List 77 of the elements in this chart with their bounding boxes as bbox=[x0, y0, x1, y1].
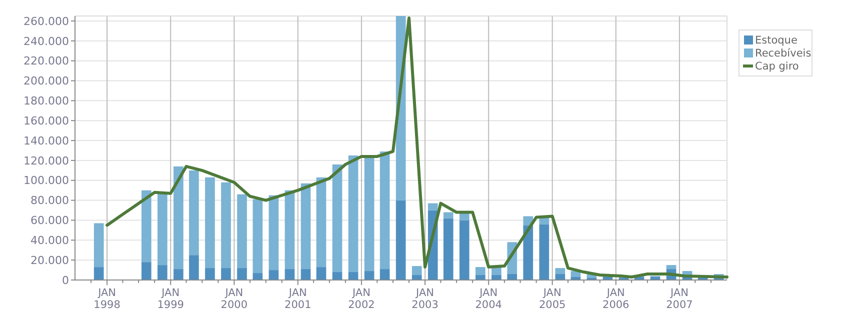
bar bbox=[94, 267, 104, 280]
bar bbox=[205, 177, 215, 268]
bar bbox=[221, 268, 231, 280]
bar bbox=[380, 151, 390, 270]
x-tick-label: JAN 2005 bbox=[538, 287, 566, 311]
bar bbox=[476, 275, 486, 280]
y-tick-label: 220.000 bbox=[24, 54, 69, 68]
bar bbox=[316, 177, 326, 268]
legend-label: Cap giro bbox=[755, 60, 799, 73]
line-series bbox=[106, 16, 728, 279]
bar bbox=[428, 203, 438, 210]
bar bbox=[507, 274, 518, 280]
bar bbox=[316, 267, 326, 280]
x-tick-label: JAN 1998 bbox=[94, 287, 120, 311]
y-tick-label: 120.000 bbox=[24, 154, 69, 168]
bar bbox=[492, 275, 502, 280]
bar bbox=[555, 268, 566, 274]
x-tick-label: JAN 1999 bbox=[157, 287, 184, 311]
bar bbox=[300, 183, 311, 270]
bar bbox=[174, 269, 184, 280]
bar bbox=[221, 182, 231, 268]
bar bbox=[141, 262, 152, 280]
bar bbox=[284, 269, 295, 280]
y-tick-label: 100.000 bbox=[24, 174, 69, 188]
x-tick-label: JAN 2000 bbox=[220, 287, 248, 311]
bar bbox=[268, 195, 279, 270]
x-tick-label: JAN 2006 bbox=[602, 287, 630, 311]
y-tick-label: 180.000 bbox=[24, 94, 69, 108]
y-tick-label: 160.000 bbox=[24, 114, 69, 128]
bar bbox=[476, 267, 486, 276]
x-tick-label: JAN 2001 bbox=[284, 287, 312, 311]
bar bbox=[189, 170, 199, 256]
bar bbox=[412, 275, 422, 280]
y-tick-label: 20.000 bbox=[30, 254, 69, 267]
bar bbox=[412, 266, 422, 276]
bar bbox=[252, 273, 263, 280]
bar bbox=[332, 164, 342, 272]
bar bbox=[189, 255, 199, 280]
y-tick-label: 60.000 bbox=[30, 214, 69, 228]
bar bbox=[300, 269, 311, 280]
bar bbox=[141, 190, 152, 262]
y-tick-label: 0 bbox=[62, 274, 69, 287]
y-tick-label: 200.000 bbox=[24, 74, 69, 88]
bar bbox=[348, 155, 358, 272]
bar bbox=[268, 270, 279, 280]
bar bbox=[174, 166, 184, 270]
y-tick-label: 80.000 bbox=[30, 194, 69, 208]
legend-label: Recebíveis bbox=[755, 48, 812, 60]
bar bbox=[205, 268, 215, 280]
x-tick-label: JAN 2003 bbox=[412, 287, 438, 311]
bar bbox=[158, 193, 168, 266]
y-tick-label: 140.000 bbox=[24, 134, 69, 148]
bar bbox=[237, 194, 247, 268]
bar bbox=[158, 265, 168, 280]
bar bbox=[348, 272, 358, 280]
bar bbox=[252, 199, 263, 274]
bar bbox=[396, 200, 406, 280]
y-tick-label: 240.000 bbox=[24, 34, 69, 48]
bar bbox=[380, 269, 390, 280]
x-tick-label: JAN 2002 bbox=[348, 287, 375, 311]
bar bbox=[443, 218, 454, 280]
bar bbox=[364, 271, 374, 280]
legend-label: Estoque bbox=[755, 34, 798, 47]
bar bbox=[523, 225, 534, 280]
bar bbox=[666, 265, 676, 270]
y-tick-label: 260.000 bbox=[24, 14, 69, 28]
bar bbox=[539, 224, 550, 280]
bar bbox=[459, 220, 470, 280]
x-tick-label: JAN 2007 bbox=[666, 287, 693, 311]
bar bbox=[443, 212, 454, 218]
bar bbox=[284, 190, 295, 270]
x-tick-label: JAN 2004 bbox=[475, 287, 502, 311]
bar bbox=[364, 157, 374, 272]
bar bbox=[94, 223, 104, 268]
bar bbox=[237, 268, 247, 280]
bar bbox=[332, 272, 342, 280]
y-tick-label: 40.000 bbox=[30, 234, 69, 247]
